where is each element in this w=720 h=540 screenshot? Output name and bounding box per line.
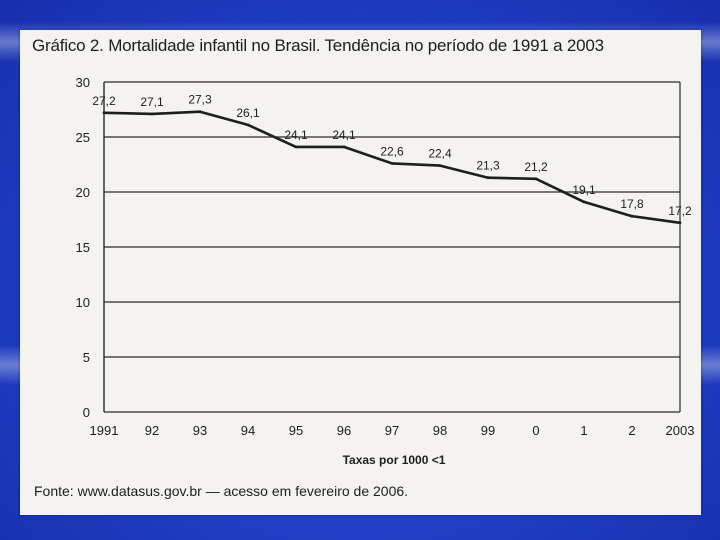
x-tick-label: 99 [481, 423, 495, 438]
data-label: 21,3 [476, 159, 500, 173]
x-tick-label: 97 [385, 423, 399, 438]
data-point [630, 214, 634, 218]
series-line [103, 110, 681, 225]
chart-title: Gráfico 2. Mortalidade infantil no Brasi… [32, 36, 604, 55]
y-tick-label: 10 [76, 295, 90, 310]
x-tick-label: 94 [241, 423, 255, 438]
data-label: 22,6 [380, 144, 404, 158]
data-label: 19,1 [572, 183, 596, 197]
y-tick-label: 20 [76, 185, 90, 200]
data-point [678, 221, 682, 225]
x-tick-label: 93 [193, 423, 207, 438]
data-label: 21,2 [524, 160, 548, 174]
y-tick-label: 30 [76, 75, 90, 90]
x-tick-label: 2 [628, 423, 635, 438]
data-point [294, 145, 298, 149]
x-tick-label: 95 [289, 423, 303, 438]
y-tick-label: 0 [83, 405, 90, 420]
x-axis-title: Taxas por 1000 <1 [343, 453, 446, 467]
x-tick-label: 1 [580, 423, 587, 438]
source-note: Fonte: www.datasus.gov.br — acesso em fe… [34, 483, 409, 499]
x-tick-label: 1991 [90, 423, 119, 438]
data-label: 26,1 [236, 106, 260, 120]
x-tick-label: 0 [532, 423, 539, 438]
data-label: 27,1 [140, 95, 164, 109]
data-point [534, 177, 538, 181]
data-label: 27,2 [92, 94, 116, 108]
y-tick-label: 15 [76, 240, 90, 255]
data-label: 17,8 [620, 197, 644, 211]
x-tick-label: 2003 [666, 423, 695, 438]
x-tick-label: 92 [145, 423, 159, 438]
data-label: 17,2 [668, 204, 692, 218]
data-point [342, 145, 346, 149]
data-point [102, 111, 106, 115]
data-point [198, 110, 202, 114]
chart-figure: Gráfico 2. Mortalidade infantil no Brasi… [20, 30, 701, 515]
data-label: 24,1 [332, 128, 356, 142]
data-point [150, 112, 154, 116]
data-label: 22,4 [428, 147, 452, 161]
data-point [390, 162, 394, 165]
data-label: 27,3 [188, 93, 212, 107]
y-tick-label: 25 [76, 130, 90, 145]
data-point [486, 176, 490, 180]
data-point [582, 200, 586, 204]
data-label: 24,1 [284, 128, 308, 142]
x-tick-label: 98 [433, 423, 447, 438]
data-point [438, 164, 442, 168]
x-tick-label: 96 [337, 423, 351, 438]
data-point [246, 123, 250, 127]
y-tick-label: 5 [83, 350, 90, 365]
